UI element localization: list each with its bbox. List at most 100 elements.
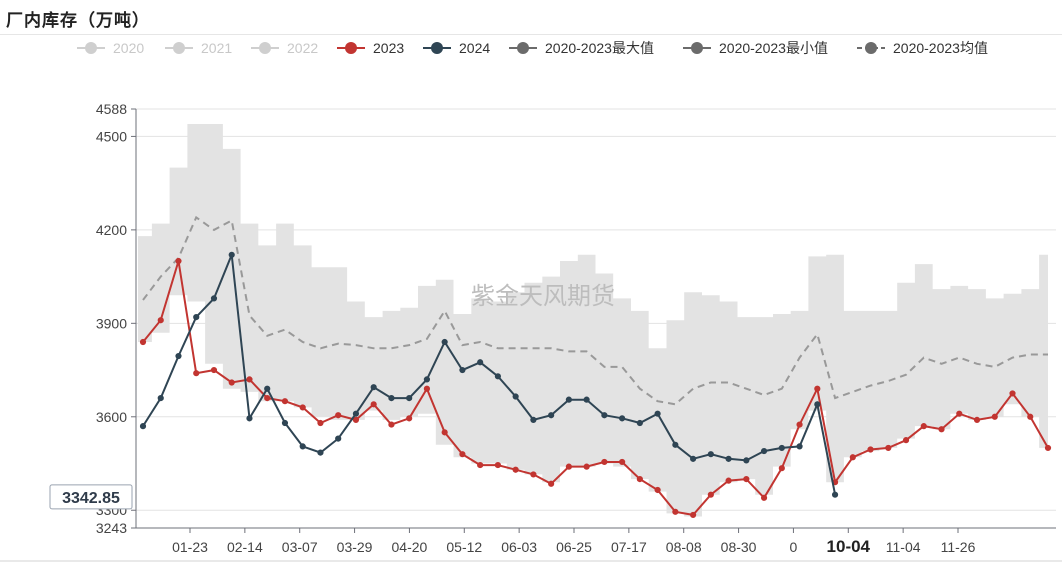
data-point-2023 bbox=[317, 419, 324, 427]
data-point-2024 bbox=[299, 443, 306, 450]
series-2024 bbox=[139, 251, 839, 498]
chart-series bbox=[139, 215, 1052, 519]
series-line-2023 bbox=[142, 260, 1049, 516]
data-point-2024 bbox=[210, 295, 218, 302]
data-point-2023 bbox=[619, 458, 626, 466]
data-point-2023 bbox=[973, 416, 981, 424]
data-point-2024 bbox=[193, 313, 200, 321]
x-tick-label: 0 bbox=[790, 539, 798, 555]
legend-marker bbox=[691, 42, 703, 54]
y-tick-label: 3243 bbox=[96, 520, 127, 536]
min-max-band bbox=[138, 124, 1048, 517]
legend-label: 2024 bbox=[459, 40, 490, 56]
data-point-2023 bbox=[352, 416, 360, 424]
data-point-2024 bbox=[281, 419, 289, 427]
legend-marker bbox=[85, 42, 97, 54]
data-point-2023 bbox=[157, 317, 164, 324]
data-point-2024 bbox=[619, 415, 626, 422]
x-tick-label: 06-03 bbox=[501, 539, 537, 555]
data-point-2023 bbox=[388, 421, 395, 428]
chart-legend: 2020 2021 2022 2023 2024 2020-2023最大值 2020-202… bbox=[77, 40, 988, 56]
data-point-2024 bbox=[689, 455, 697, 462]
data-point-2023 bbox=[938, 426, 945, 433]
data-point-2023 bbox=[441, 429, 448, 436]
data-point-2023 bbox=[299, 404, 306, 411]
data-point-2023 bbox=[654, 486, 661, 494]
x-tick-label: 01-23 bbox=[172, 539, 208, 555]
data-point-2023 bbox=[707, 491, 714, 498]
legend-label: 2020-2023均值 bbox=[893, 40, 988, 56]
data-point-2023 bbox=[406, 415, 413, 422]
bottom-divider bbox=[0, 560, 1062, 562]
data-point-2023 bbox=[530, 471, 537, 478]
y-tick-label: 4500 bbox=[96, 128, 127, 144]
series-line-2024 bbox=[142, 254, 837, 495]
data-point-2024 bbox=[264, 385, 271, 392]
x-tick-label: 08-08 bbox=[666, 539, 702, 555]
legend-label: 2020-2023最大值 bbox=[545, 40, 654, 56]
data-point-2024 bbox=[636, 419, 643, 427]
data-point-2023 bbox=[760, 494, 768, 501]
x-tick-label: 03-07 bbox=[282, 539, 318, 555]
data-point-2023 bbox=[636, 475, 643, 483]
data-point-2024 bbox=[583, 396, 590, 403]
data-point-2023 bbox=[548, 480, 555, 487]
data-point-2023 bbox=[512, 466, 519, 473]
legend-marker bbox=[259, 42, 271, 54]
data-point-2024 bbox=[494, 373, 502, 380]
legend-label: 2021 bbox=[201, 40, 232, 56]
data-point-2023 bbox=[1009, 390, 1016, 397]
data-point-2024 bbox=[725, 455, 732, 462]
series-line-avg bbox=[142, 215, 1048, 406]
data-point-2023 bbox=[246, 376, 253, 383]
legend-item-2021: 2021 bbox=[165, 40, 232, 56]
y-tick-label: 4200 bbox=[96, 222, 127, 238]
data-point-2023 bbox=[281, 398, 289, 405]
data-point-2023 bbox=[477, 461, 484, 469]
data-point-2024 bbox=[831, 491, 839, 498]
title-divider bbox=[0, 34, 1062, 35]
legend-marker bbox=[865, 42, 877, 54]
data-point-2024 bbox=[512, 393, 519, 400]
data-point-2024 bbox=[246, 415, 253, 422]
data-point-2024 bbox=[406, 394, 413, 402]
data-point-2023 bbox=[796, 421, 803, 428]
x-tick-label: 04-20 bbox=[392, 539, 428, 555]
data-point-2023 bbox=[459, 451, 466, 458]
legend-label: 2022 bbox=[287, 40, 318, 56]
data-point-2024 bbox=[459, 366, 466, 374]
data-point-2024 bbox=[423, 376, 431, 383]
data-point-2024 bbox=[317, 449, 324, 456]
data-point-2024 bbox=[601, 412, 608, 419]
data-point-2024 bbox=[388, 394, 395, 402]
data-point-2024 bbox=[157, 394, 164, 402]
crosshair-value: 3342.85 bbox=[62, 490, 120, 507]
y-tick-label: 3900 bbox=[96, 315, 127, 331]
data-point-2023 bbox=[210, 366, 218, 374]
data-point-2023 bbox=[335, 412, 342, 419]
legend-marker bbox=[517, 42, 529, 54]
legend-item-2022: 2022 bbox=[251, 40, 318, 56]
data-point-2024 bbox=[814, 401, 821, 408]
data-point-2023 bbox=[494, 461, 502, 469]
data-point-2024 bbox=[530, 416, 537, 424]
data-point-2023 bbox=[902, 437, 910, 444]
x-tick-label: 08-30 bbox=[721, 539, 757, 555]
data-point-2023 bbox=[920, 423, 927, 430]
series-2023 bbox=[139, 257, 1052, 519]
x-tick-label: 07-17 bbox=[611, 539, 647, 555]
legend-label: 2020 bbox=[113, 40, 144, 56]
data-point-2023 bbox=[743, 475, 750, 483]
y-tick-label: 4588 bbox=[96, 101, 127, 117]
data-point-2023 bbox=[583, 463, 590, 470]
legend-marker bbox=[345, 42, 357, 54]
data-point-2024 bbox=[228, 251, 235, 258]
data-point-2023 bbox=[885, 444, 892, 452]
data-point-2024 bbox=[760, 447, 768, 455]
data-point-2023 bbox=[1044, 444, 1052, 452]
data-point-2024 bbox=[352, 410, 360, 417]
data-point-2023 bbox=[264, 394, 271, 402]
data-point-2023 bbox=[725, 477, 732, 484]
